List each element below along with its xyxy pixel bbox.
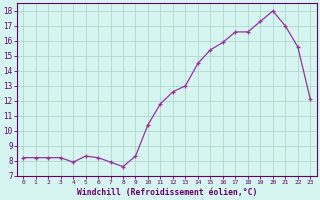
X-axis label: Windchill (Refroidissement éolien,°C): Windchill (Refroidissement éolien,°C) (76, 188, 257, 197)
